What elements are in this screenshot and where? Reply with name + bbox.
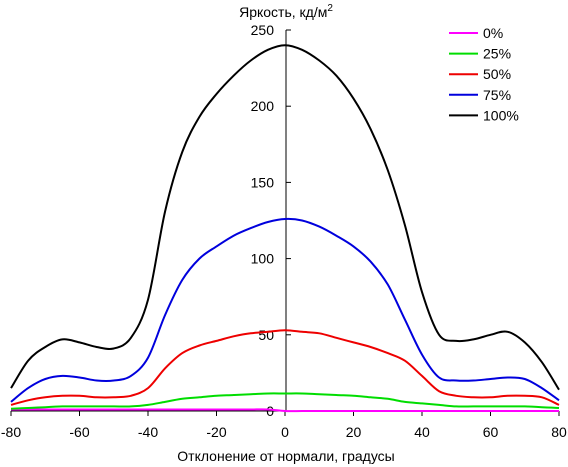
series-line-50-percent <box>10 329 560 406</box>
y-tick-label: 100 <box>251 251 275 267</box>
series-line-0-percent <box>10 408 559 413</box>
legend-label: 25% <box>483 46 511 62</box>
x-tick-label: 80 <box>551 424 567 440</box>
x-tick-label: -20 <box>206 424 226 440</box>
legend: 0% 25% 50% 75% 100% <box>449 25 519 123</box>
legend-label: 100% <box>483 107 519 123</box>
x-axis-title: Отклонение от нормали, градусы <box>177 448 394 464</box>
legend-label: 50% <box>483 66 511 82</box>
series-line-100-percent <box>10 44 560 391</box>
series-line-25-percent <box>10 392 560 410</box>
x-tick-label: 40 <box>414 424 430 440</box>
x-tick-label: -60 <box>69 424 89 440</box>
x-tick-label: -40 <box>138 424 158 440</box>
y-axis-title: Яркость, кд/м2 <box>239 3 333 20</box>
y-tick-label: 200 <box>251 98 275 114</box>
series-line-75-percent <box>10 217 560 403</box>
legend-label: 0% <box>483 25 503 41</box>
legend-label: 75% <box>483 87 511 103</box>
y-tick-label: 50 <box>258 327 274 343</box>
axes <box>11 30 559 412</box>
x-tick-group: -80 -60 -40 -20 0 20 40 60 80 <box>1 411 567 440</box>
series-layer <box>10 44 560 413</box>
x-tick-label: -80 <box>1 424 21 440</box>
y-tick-group: 0 50 100 150 200 250 <box>251 22 291 419</box>
x-tick-label: 20 <box>346 424 362 440</box>
x-tick-label: 60 <box>483 424 499 440</box>
x-tick-label: 0 <box>281 424 289 440</box>
y-tick-label: 250 <box>251 22 275 38</box>
y-tick-label: 150 <box>251 174 275 190</box>
y-tick-label: 0 <box>266 403 274 419</box>
